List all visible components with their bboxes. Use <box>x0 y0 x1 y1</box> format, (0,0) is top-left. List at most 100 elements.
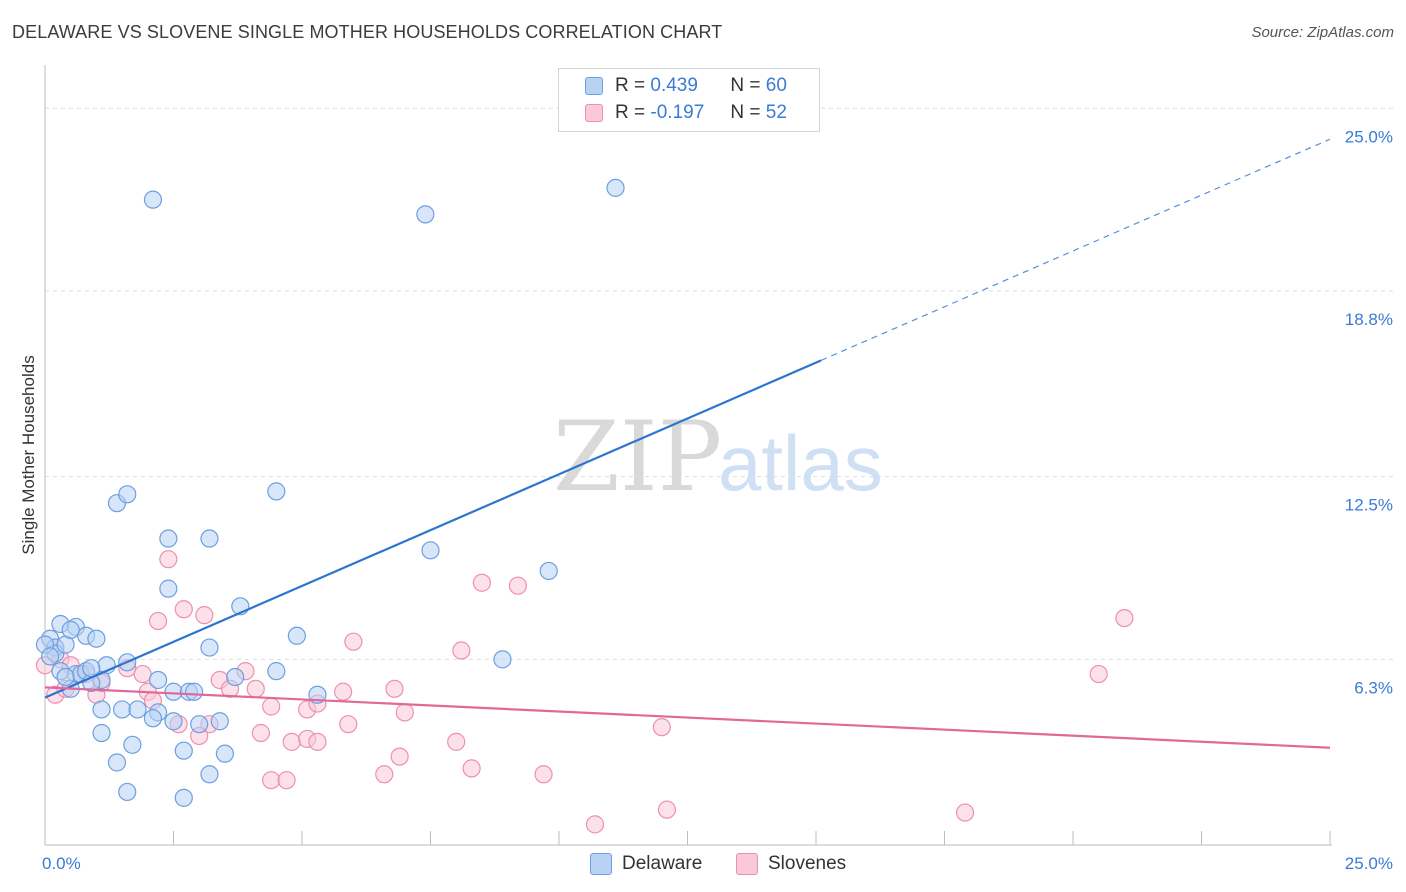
trend-lines <box>44 138 1331 749</box>
legend-r-value: -0.197 <box>650 102 705 123</box>
delaware-point <box>128 700 147 719</box>
slovenes-points <box>35 550 1134 834</box>
bottom-legend-delaware-label: Delaware <box>622 853 703 874</box>
source-label: Source: ZipAtlas.com <box>1251 24 1394 41</box>
x-tick-label: 0.0% <box>42 854 81 873</box>
delaware-point <box>210 712 229 731</box>
delaware-point <box>226 667 245 687</box>
y-tick-label: 18.8% <box>1345 310 1393 329</box>
slovenes-point <box>452 641 471 660</box>
delaware-point <box>87 629 106 648</box>
delaware-trend-line <box>44 359 822 699</box>
delaware-point <box>174 788 193 807</box>
delaware-swatch <box>585 77 603 95</box>
delaware-point <box>92 723 111 743</box>
legend-r-value: 0.439 <box>650 75 698 96</box>
slovenes-point <box>133 664 152 684</box>
slovenes-point <box>385 679 404 698</box>
legend-n-value: 60 <box>765 75 787 96</box>
delaware-trend-extension <box>820 138 1331 361</box>
slovenes-point <box>282 732 301 751</box>
slovenes-point <box>1115 608 1134 628</box>
legend-n-value: 52 <box>765 102 787 123</box>
delaware-point <box>107 753 127 772</box>
slovenes-point <box>390 747 409 766</box>
delaware-point <box>267 482 286 501</box>
delaware-point <box>493 650 512 669</box>
slovenes-point <box>262 771 281 790</box>
delaware-point <box>421 541 440 560</box>
delaware-point <box>200 638 219 657</box>
tick-labels: 6.3% 12.5% 18.8% 25.0% 0.0% 25.0% <box>42 127 1393 873</box>
slovenes-point <box>159 550 178 569</box>
slovenes-point <box>534 765 553 784</box>
delaware-point <box>56 667 75 687</box>
delaware-point <box>143 190 163 209</box>
legend-row-delaware: R = 0.439 N = 60 <box>585 74 787 98</box>
slovenes-point <box>339 715 358 734</box>
watermark-zip: ZIP <box>553 401 722 513</box>
delaware-point <box>416 205 435 224</box>
slovenes-point <box>585 815 605 834</box>
delaware-point <box>118 782 137 802</box>
slovenes-point <box>508 576 527 595</box>
bottom-legend-delaware: Delaware <box>590 851 702 877</box>
slovenes-point <box>395 703 414 722</box>
delaware-point <box>184 682 204 701</box>
axes <box>44 65 1332 846</box>
delaware-point <box>143 709 163 728</box>
x-tick-label: 25.0% <box>1345 854 1393 873</box>
slovenes-point <box>657 800 677 819</box>
slovenes-point <box>472 573 491 592</box>
y-tick-label: 12.5% <box>1345 496 1393 515</box>
watermark-atlas: atlas <box>718 419 883 507</box>
delaware-point <box>159 529 178 548</box>
legend-r-label: R = <box>615 75 646 96</box>
delaware-point <box>61 620 80 639</box>
slovenes-trend-line <box>44 686 1331 749</box>
slovenes-point <box>462 759 481 778</box>
delaware-point <box>112 700 132 719</box>
delaware-point <box>606 178 625 197</box>
delaware-point <box>159 579 178 598</box>
slovenes-swatch <box>736 853 758 875</box>
y-tick-label: 25.0% <box>1345 127 1393 146</box>
delaware-point <box>174 741 193 760</box>
slovenes-swatch <box>585 104 603 122</box>
slovenes-point <box>1089 664 1108 684</box>
slovenes-point <box>308 732 327 751</box>
delaware-point <box>287 626 306 645</box>
slovenes-point <box>195 606 214 625</box>
legend-r-label: R = <box>615 102 646 123</box>
legend-row-slovenes: R = -0.197 N = 52 <box>585 101 787 125</box>
delaware-point <box>148 670 168 690</box>
delaware-point <box>41 647 60 666</box>
slovenes-point <box>344 632 363 651</box>
chart-title: DELAWARE VS SLOVENE SINGLE MOTHER HOUSEH… <box>12 22 723 42</box>
y-tick-label: 6.3% <box>1354 678 1393 697</box>
delaware-point <box>267 662 286 681</box>
delaware-point <box>539 561 558 581</box>
delaware-point <box>118 485 137 504</box>
slovenes-point <box>251 723 270 743</box>
delaware-point <box>92 700 111 719</box>
legend-n-label: N = <box>730 102 761 123</box>
slovenes-point <box>375 765 394 784</box>
delaware-swatch <box>590 853 612 875</box>
slovenes-point <box>334 682 353 701</box>
slovenes-point <box>955 803 975 822</box>
delaware-points <box>35 178 625 807</box>
legend-n-label: N = <box>730 75 761 96</box>
bottom-legend-slovenes: Slovenes <box>736 851 846 877</box>
slovenes-point <box>262 697 281 716</box>
slovenes-point <box>447 732 466 751</box>
slovenes-point <box>174 600 193 619</box>
delaware-point <box>164 712 183 731</box>
delaware-point <box>123 735 142 754</box>
slovenes-point <box>148 611 168 631</box>
delaware-point <box>200 765 219 784</box>
slovenes-point <box>652 718 671 737</box>
grid-lines <box>45 107 1395 660</box>
y-axis-label: Single Mother Households <box>19 355 38 554</box>
